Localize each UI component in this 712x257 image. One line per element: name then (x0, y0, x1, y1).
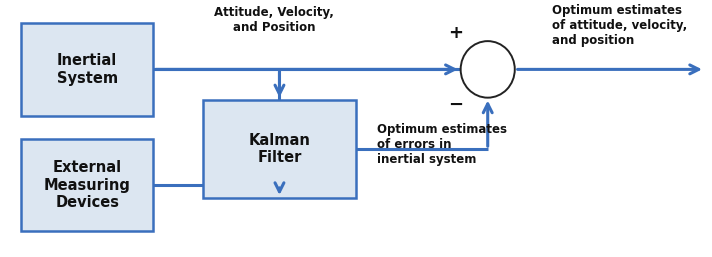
Text: +: + (448, 24, 464, 42)
FancyBboxPatch shape (21, 139, 153, 231)
Text: External
Measuring
Devices: External Measuring Devices (43, 160, 131, 210)
Text: Inertial
System: Inertial System (57, 53, 117, 86)
FancyBboxPatch shape (21, 23, 153, 116)
FancyBboxPatch shape (203, 100, 356, 198)
Text: Attitude, Velocity,
and Position: Attitude, Velocity, and Position (214, 6, 334, 34)
Text: Kalman
Filter: Kalman Filter (248, 133, 310, 165)
Ellipse shape (461, 41, 515, 98)
Text: −: − (448, 96, 464, 114)
Text: Optimum estimates
of errors in
inertial system: Optimum estimates of errors in inertial … (377, 123, 508, 166)
Text: Optimum estimates
of attitude, velocity,
and position: Optimum estimates of attitude, velocity,… (552, 4, 687, 47)
